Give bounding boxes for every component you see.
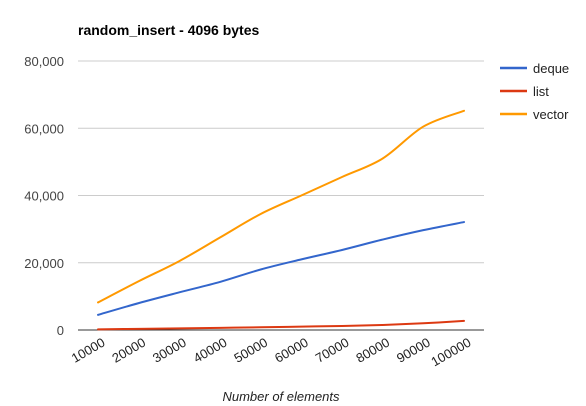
x-tick-label: 80000 [353, 335, 392, 366]
x-tick-label: 100000 [428, 335, 473, 370]
x-tick-label: 40000 [191, 335, 230, 366]
y-axis-ticks: 0 20,000 40,000 60,000 80,000 [24, 54, 64, 338]
series-line-list [97, 319, 465, 331]
series-line-vector [97, 109, 465, 304]
chart-title: random_insert - 4096 bytes [78, 22, 260, 38]
x-tick-label: 90000 [394, 335, 433, 366]
y-tick-label: 40,000 [24, 189, 64, 204]
x-tick-label: 60000 [272, 335, 311, 366]
x-tick-label: 70000 [313, 335, 352, 366]
legend-label-vector: vector [533, 107, 569, 122]
legend: deque list vector [500, 61, 569, 122]
x-tick-label: 20000 [109, 335, 148, 366]
legend-label-deque: deque [533, 61, 569, 76]
x-tick-label: 50000 [231, 335, 270, 366]
series-line-deque [97, 221, 465, 316]
y-tick-label: 60,000 [24, 121, 64, 136]
y-tick-label: 20,000 [24, 256, 64, 271]
x-axis-label: Number of elements [222, 389, 340, 404]
series-lines [97, 109, 465, 331]
x-tick-label: 30000 [150, 335, 189, 366]
y-tick-label: 80,000 [24, 54, 64, 69]
grid [78, 60, 484, 331]
x-tick-label: 10000 [69, 335, 108, 366]
x-axis-ticks: 10000 20000 30000 40000 50000 60000 70000 80000… [69, 335, 474, 370]
y-tick-label: 0 [57, 323, 64, 338]
legend-label-list: list [533, 84, 549, 99]
